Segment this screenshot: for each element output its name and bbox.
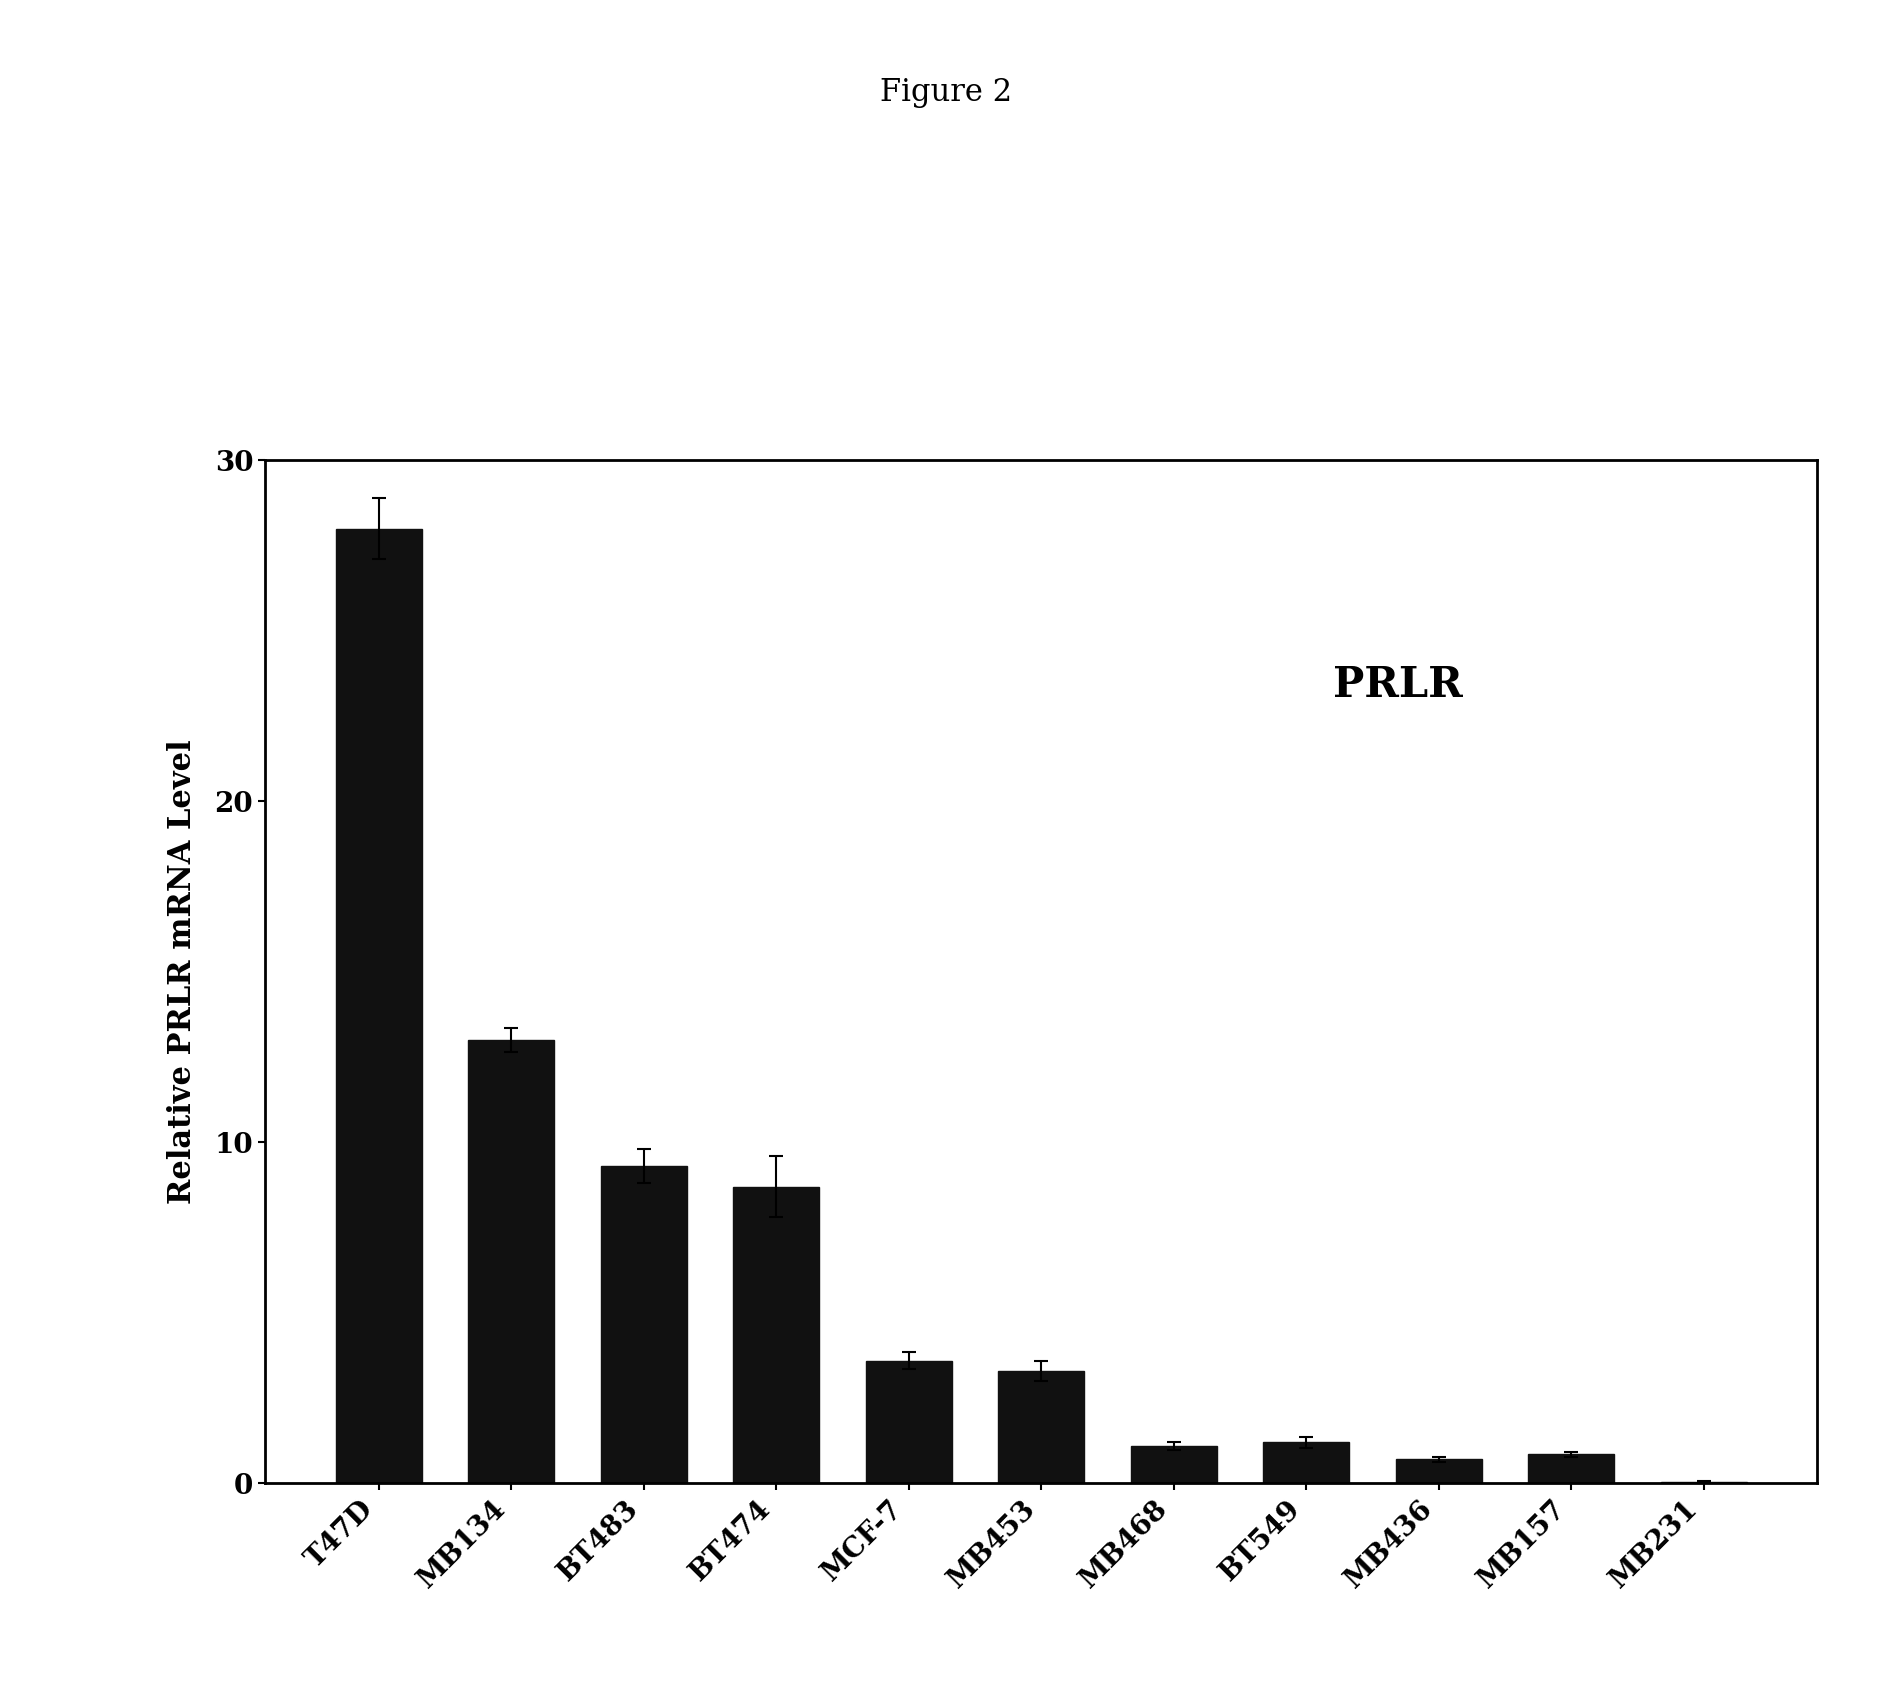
Bar (335, 529, 422, 1483)
Bar (1528, 1454, 1615, 1483)
Bar (1660, 1482, 1747, 1483)
Bar (998, 1371, 1085, 1483)
Bar (1263, 1442, 1350, 1483)
Text: PRLR: PRLR (1333, 665, 1463, 706)
Y-axis label: Relative PRLR mRNA Level: Relative PRLR mRNA Level (167, 740, 199, 1204)
Bar (468, 1040, 555, 1483)
Bar (733, 1187, 820, 1483)
Bar (1395, 1459, 1482, 1483)
Bar (865, 1361, 952, 1483)
Text: Figure 2: Figure 2 (880, 77, 1013, 107)
Bar (600, 1166, 687, 1483)
Bar (1130, 1446, 1217, 1483)
